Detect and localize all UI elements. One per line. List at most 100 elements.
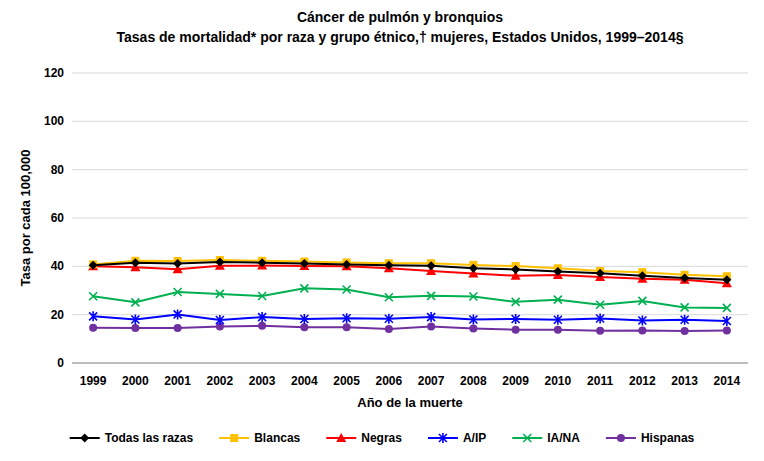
marker	[511, 265, 520, 274]
marker	[553, 267, 562, 276]
x-tick-label: 2012	[629, 374, 656, 388]
marker	[216, 315, 224, 325]
y-axis-title: Tasa por cada 100,000	[18, 149, 33, 286]
marker	[385, 314, 393, 324]
marker	[174, 324, 182, 332]
marker	[88, 261, 98, 270]
marker	[300, 284, 308, 292]
series	[89, 256, 731, 280]
legend-label: Todas las razas	[105, 431, 194, 445]
marker	[300, 323, 308, 331]
marker	[343, 323, 351, 331]
marker	[638, 297, 646, 305]
marker	[89, 261, 98, 270]
line	[93, 288, 727, 308]
x-tick-label: 1999	[80, 374, 107, 388]
marker	[596, 327, 604, 335]
marker	[131, 324, 139, 332]
marker	[427, 261, 436, 270]
marker	[427, 323, 435, 331]
marker	[174, 309, 182, 319]
marker	[173, 259, 182, 268]
x-tick-label: 2000	[122, 374, 149, 388]
grid-line	[72, 73, 748, 74]
marker	[131, 315, 139, 325]
legend-label: A/IP	[463, 431, 486, 445]
marker	[681, 327, 689, 335]
series	[89, 284, 731, 312]
marker	[230, 434, 238, 442]
line	[93, 326, 727, 331]
series	[88, 261, 732, 288]
x-tick-label: 2001	[164, 374, 191, 388]
marker	[300, 314, 308, 324]
marker	[89, 292, 97, 300]
marker	[258, 292, 266, 300]
marker	[80, 434, 89, 443]
marker	[89, 324, 97, 332]
x-axis-title: Año de la muerte	[357, 395, 462, 410]
x-tick-label: 2006	[376, 374, 403, 388]
marker	[512, 298, 520, 306]
x-tick-label: 2014	[714, 374, 741, 388]
y-tick-label: 0	[57, 356, 64, 370]
marker	[596, 314, 604, 324]
y-tick-label: 100	[44, 114, 64, 128]
marker	[554, 296, 562, 304]
marker	[638, 271, 647, 280]
marker	[596, 269, 605, 278]
x-tick-label: 2003	[249, 374, 276, 388]
line	[93, 314, 727, 321]
marker	[342, 260, 351, 269]
grid-line	[72, 363, 748, 364]
marker	[723, 304, 731, 312]
marker	[258, 322, 266, 330]
subtitle: Tasas de mortalidad* por raza y grupo ét…	[117, 29, 684, 45]
grid	[72, 73, 748, 363]
marker	[512, 326, 520, 334]
y-tick-label: 20	[51, 308, 65, 322]
x-tick-label: 2010	[545, 374, 572, 388]
grid-line	[72, 169, 748, 170]
marker	[336, 433, 346, 442]
marker	[596, 301, 604, 309]
x-axis-line	[72, 363, 748, 364]
marker	[681, 315, 689, 325]
marker	[215, 257, 224, 266]
x-tick-label: 2002	[207, 374, 234, 388]
series	[89, 322, 731, 335]
marker	[681, 303, 689, 311]
marker	[343, 286, 351, 294]
marker	[469, 264, 478, 273]
marker	[469, 293, 477, 301]
marker	[385, 325, 393, 333]
marker	[427, 312, 435, 322]
marker	[469, 315, 477, 325]
legend: Todas las razasBlancasNegrasA/IPIA/NAHis…	[70, 431, 695, 445]
marker	[174, 288, 182, 296]
marker	[723, 316, 731, 326]
marker	[723, 326, 731, 334]
marker	[131, 258, 140, 267]
x-tick-label: 2008	[460, 374, 487, 388]
marker	[439, 433, 447, 443]
marker	[512, 314, 520, 324]
line	[93, 262, 727, 280]
x-tick-label: 2009	[502, 374, 529, 388]
marker	[300, 259, 309, 268]
series	[89, 309, 731, 326]
marker	[343, 313, 351, 323]
y-tick-label: 80	[51, 163, 65, 177]
x-tick-label: 2004	[291, 374, 318, 388]
chart: Cáncer de pulmón y bronquios Tasas de mor…	[0, 0, 764, 461]
marker	[258, 312, 266, 322]
marker	[680, 273, 689, 282]
x-tick-label: 2005	[333, 374, 360, 388]
title: Cáncer de pulmón y bronquios	[297, 9, 503, 25]
y-tick-label: 40	[51, 259, 65, 273]
legend-label: Blancas	[254, 431, 300, 445]
grid-line	[72, 218, 748, 219]
y-tick-label: 120	[44, 66, 64, 80]
x-tick-label: 2007	[418, 374, 445, 388]
marker	[722, 275, 731, 284]
